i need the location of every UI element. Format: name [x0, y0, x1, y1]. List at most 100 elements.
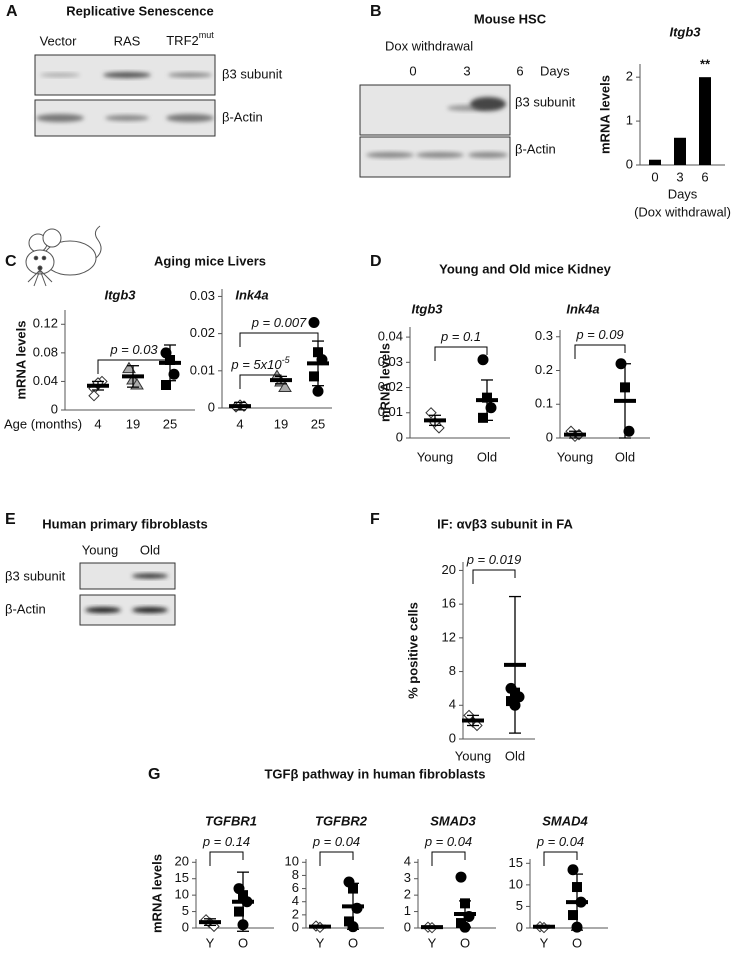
data-point	[168, 368, 180, 380]
panel-label: B	[370, 3, 382, 20]
data-point	[278, 380, 292, 393]
p-value: p = 0.03	[109, 342, 158, 357]
significance-bracket	[209, 851, 244, 866]
panel-label: E	[5, 511, 16, 528]
y-tick-label: 0	[208, 399, 215, 414]
lane-label: Old	[140, 542, 160, 557]
y-tick-label: 8	[449, 663, 456, 678]
band	[416, 152, 464, 158]
lane-label: TRF2	[166, 33, 199, 48]
panel-title: Mouse HSC	[474, 11, 547, 26]
blot-label: β-Actin	[5, 601, 46, 616]
y-tick-label: 4	[292, 893, 299, 908]
significance-bracket	[319, 851, 354, 866]
y-tick-label: 1	[404, 903, 411, 918]
x-axis-label: Age (months)	[4, 416, 82, 431]
band	[132, 573, 168, 579]
y-tick-label: 0.03	[190, 288, 215, 303]
x-axis-note: (Dox withdrawal)	[634, 204, 731, 219]
y-tick-label: 0	[626, 156, 633, 171]
y-tick-label: 15	[509, 855, 523, 870]
p-value: p = 0.019	[466, 552, 522, 567]
lane-label: Vector	[40, 33, 78, 48]
data-point	[122, 361, 136, 374]
y-tick-label: 0.04	[378, 329, 403, 344]
x-tick-label: O	[348, 935, 358, 950]
significance-bracket	[434, 346, 488, 361]
y-axis-label: mRNA levels	[13, 321, 28, 400]
data-point	[456, 918, 466, 929]
y-tick-label: 20	[442, 562, 456, 577]
y-tick-label: 2	[626, 69, 633, 84]
p-value-text: p = 0.03	[109, 342, 158, 357]
band	[468, 152, 508, 158]
data-point	[312, 385, 324, 397]
x-tick-label: Y	[316, 935, 325, 950]
p-value-text: p = 0.1	[440, 329, 481, 344]
treatment-label: Dox withdrawal	[385, 38, 473, 53]
blot-label: β-Actin	[515, 141, 556, 156]
data-point	[478, 412, 488, 423]
y-axis-label: mRNA levels	[597, 75, 612, 154]
y-tick-label: 0	[449, 730, 456, 745]
panel-title: Replicative Senescence	[66, 3, 213, 18]
data-point	[485, 402, 497, 414]
p-value-superscript: -5	[282, 355, 291, 365]
p-value-text: p = 0.14	[202, 834, 250, 849]
significance-bracket	[97, 359, 171, 374]
x-tick-label: 25	[311, 416, 325, 431]
data-point	[506, 696, 516, 707]
panel-title: Aging mice Livers	[154, 253, 266, 268]
data-point	[88, 390, 100, 402]
y-axis-label: mRNA levels	[377, 343, 392, 422]
blot-label: β-Actin	[222, 109, 263, 124]
chart-title: Itgb3	[669, 24, 701, 39]
panel-title: TGFβ pathway in human fibroblasts	[264, 766, 485, 781]
panel-label: C	[5, 253, 17, 270]
data-point	[568, 910, 578, 921]
p-value-text: p = 0.007	[251, 315, 307, 330]
bar	[674, 137, 686, 165]
band	[105, 115, 149, 121]
panel-label: D	[370, 253, 382, 270]
chart-title: SMAD4	[542, 813, 588, 828]
data-point	[309, 371, 319, 382]
x-tick-label: Y	[206, 935, 215, 950]
significance-bracket	[239, 374, 282, 389]
y-tick-label: 5	[182, 903, 189, 918]
p-value: p = 0.04	[312, 834, 360, 849]
significance-bracket	[431, 851, 466, 866]
y-axis-label: % positive cells	[405, 602, 420, 699]
y-tick-label: 0.1	[535, 396, 553, 411]
y-tick-label: 0	[51, 401, 58, 416]
y-tick-label: 0	[546, 429, 553, 444]
y-tick-label: 15	[175, 870, 189, 885]
panel-label: G	[148, 766, 160, 783]
chart-title: Ink4a	[235, 287, 268, 302]
y-tick-label: 0	[404, 919, 411, 934]
chart-title: Ink4a	[566, 301, 599, 316]
significance-bracket	[239, 332, 319, 347]
data-point	[477, 354, 489, 366]
p-value: p = 0.09	[575, 327, 623, 342]
panel-title: Young and Old mice Kidney	[439, 261, 611, 276]
x-tick-label: 4	[94, 416, 101, 431]
y-tick-label: 8	[292, 867, 299, 882]
significance-mark: **	[700, 57, 711, 72]
band	[470, 97, 506, 111]
y-tick-label: 0.02	[378, 379, 403, 394]
panel-label: A	[6, 3, 18, 20]
x-tick-label: 25	[163, 416, 177, 431]
band	[168, 72, 212, 78]
significance-bracket	[543, 851, 578, 866]
p-value: p = 5x10-5	[230, 355, 290, 372]
panel-label: F	[370, 511, 380, 528]
p-value: p = 0.14	[202, 834, 250, 849]
blot-label: β3 subunit	[222, 66, 283, 81]
y-tick-label: 0.3	[535, 328, 553, 343]
x-tick-label: 19	[126, 416, 140, 431]
significance-bracket	[574, 344, 626, 359]
p-value-text: p = 0.04	[536, 834, 584, 849]
chart-title: Itgb3	[411, 301, 443, 316]
data-point	[344, 916, 354, 927]
